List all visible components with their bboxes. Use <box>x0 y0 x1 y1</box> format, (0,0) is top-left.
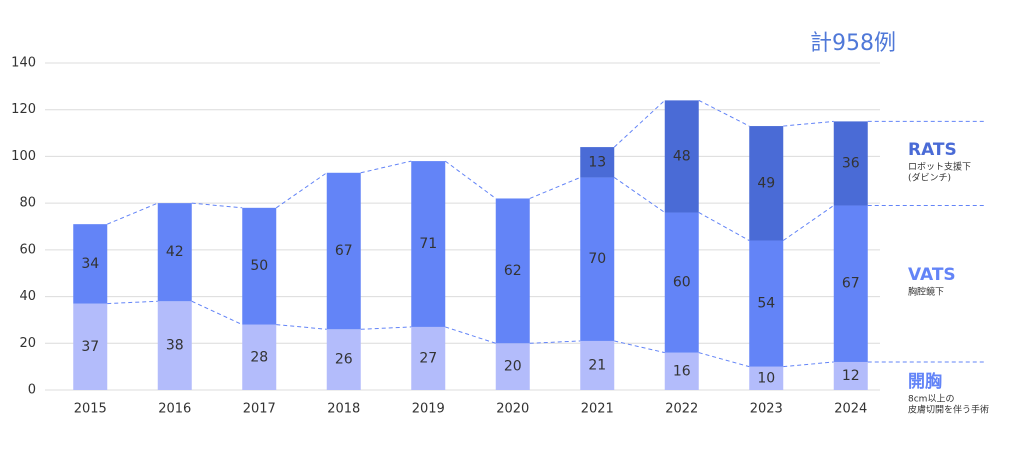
y-tick-label: 20 <box>19 336 36 351</box>
connector <box>529 340 581 344</box>
value-label: 62 <box>504 263 522 279</box>
legend-label: RATS <box>908 140 957 160</box>
y-tick-label: 80 <box>19 196 36 211</box>
value-label: 26 <box>335 352 353 368</box>
connector <box>783 120 834 127</box>
value-label: 54 <box>757 296 775 312</box>
y-tick-label: 0 <box>28 383 36 398</box>
bar-segment <box>411 326 446 390</box>
x-tick-label: 2021 <box>581 402 614 417</box>
value-label: 27 <box>419 350 437 366</box>
x-tick-label: 2016 <box>158 402 191 417</box>
connector <box>613 100 666 148</box>
connector <box>782 205 835 241</box>
value-label: 12 <box>842 368 860 384</box>
x-tick-label: 2017 <box>243 402 276 417</box>
connector <box>275 172 328 209</box>
legend-description: ロボット支援下 <box>908 161 971 173</box>
value-label: 13 <box>588 154 606 170</box>
connector <box>698 99 750 127</box>
x-tick-label: 2015 <box>74 402 107 417</box>
bar-segment <box>495 198 530 344</box>
legend-description: 皮膚切開を伴う手術 <box>908 404 989 416</box>
y-tick-label: 100 <box>11 149 36 164</box>
value-label: 60 <box>673 275 691 291</box>
value-label: 70 <box>588 251 606 267</box>
connector <box>614 340 665 354</box>
value-label: 50 <box>250 258 268 274</box>
bar-segment <box>242 207 277 325</box>
y-tick-label: 60 <box>19 242 36 257</box>
x-tick-label: 2018 <box>327 402 360 417</box>
bar-segment <box>73 224 108 304</box>
bar-segment <box>157 203 192 302</box>
value-label: 16 <box>673 363 691 379</box>
connector <box>107 300 158 305</box>
bar-segment <box>749 240 784 367</box>
connector <box>613 177 666 213</box>
bar-segment <box>833 121 868 206</box>
connector <box>191 202 243 209</box>
connector <box>276 324 327 330</box>
legend-label: VATS <box>908 265 956 285</box>
connector <box>783 361 834 368</box>
bar-segment <box>833 205 868 362</box>
value-label: 71 <box>419 236 437 252</box>
y-tick-label: 40 <box>19 289 36 304</box>
connector <box>698 352 750 368</box>
value-label: 48 <box>673 148 691 164</box>
legend-description: (ダビンチ) <box>908 172 951 184</box>
legend-description: 胸腔鏡下 <box>908 286 944 298</box>
x-tick-label: 2022 <box>665 402 698 417</box>
x-tick-label: 2019 <box>412 402 445 417</box>
bar-segment <box>749 126 784 241</box>
connector <box>360 160 412 174</box>
value-label: 67 <box>842 276 860 292</box>
bar-segment <box>580 177 615 341</box>
bar-segment <box>411 161 446 327</box>
connector <box>107 202 158 225</box>
bar-segment <box>580 147 615 178</box>
bar-segment <box>157 301 192 390</box>
value-label: 10 <box>757 370 775 386</box>
bar-segment <box>73 303 108 390</box>
bar-segment <box>664 100 699 213</box>
bar-segment <box>326 172 361 330</box>
bar-segment <box>664 352 699 390</box>
bar-segment <box>326 329 361 390</box>
bar-segment <box>580 340 615 390</box>
bar-segment <box>664 212 699 353</box>
connector <box>529 176 581 199</box>
value-label: 21 <box>588 357 606 373</box>
value-label: 34 <box>81 256 99 272</box>
value-label: 38 <box>166 338 184 354</box>
legend-label: 開胸 <box>908 371 942 392</box>
bar-segment <box>242 324 277 390</box>
bar-segment <box>833 361 868 390</box>
value-label: 42 <box>166 244 184 260</box>
bar-segment <box>495 343 530 390</box>
value-label: 37 <box>81 339 99 355</box>
connector <box>191 300 243 326</box>
value-label: 36 <box>842 155 860 171</box>
connector <box>698 212 750 241</box>
bar-segment <box>749 366 784 390</box>
chart-title: 計958例 <box>810 31 896 56</box>
legend-description: 8cm以上の <box>908 394 954 405</box>
x-tick-label: 2024 <box>834 402 867 417</box>
y-tick-label: 120 <box>11 102 36 117</box>
connector <box>360 326 412 330</box>
value-label: 20 <box>504 359 522 375</box>
connector <box>444 160 497 199</box>
value-label: 28 <box>250 349 268 365</box>
x-tick-label: 2023 <box>750 402 783 417</box>
x-tick-label: 2020 <box>496 402 529 417</box>
value-label: 49 <box>757 175 775 191</box>
connector <box>445 326 496 344</box>
value-label: 67 <box>335 243 353 259</box>
y-tick-label: 140 <box>11 56 36 71</box>
